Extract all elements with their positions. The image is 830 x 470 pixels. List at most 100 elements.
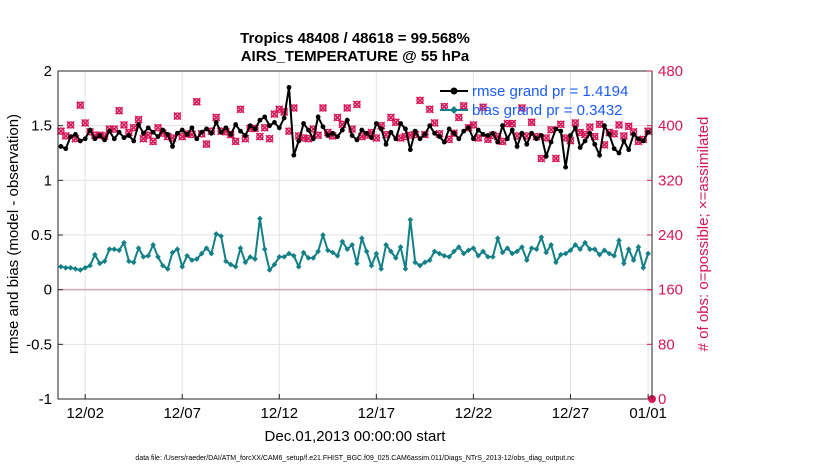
bias-point: [295, 263, 302, 270]
rmse-point: [514, 144, 520, 149]
y-right-tick-label: 400: [658, 118, 683, 135]
bias-point: [193, 256, 200, 262]
obs-assimilated-point: [318, 103, 328, 112]
rmse-point: [189, 125, 195, 131]
bias-point: [572, 242, 579, 248]
obs-assimilated-point: [236, 105, 245, 114]
bias-point: [135, 245, 142, 251]
obs-assimilated-point: [619, 131, 628, 140]
bias-point: [82, 265, 88, 271]
y-right-tick-label: 320: [658, 172, 683, 189]
obs-assimilated-point: [231, 137, 240, 146]
obs-count-marker: [115, 106, 124, 115]
obs-possible-point: [319, 104, 327, 112]
obs-count-marker: [260, 123, 269, 132]
obs-possible-point: [450, 129, 458, 137]
rmse-point: [301, 121, 306, 126]
rmse-point: [107, 128, 112, 134]
obs-possible-point: [537, 154, 546, 163]
obs-count-marker: [425, 105, 434, 114]
obs-assimilated-point: [551, 154, 560, 163]
rmse-point: [393, 136, 399, 142]
obs-count-marker: [76, 101, 85, 110]
obs-assimilated-point: [149, 137, 158, 146]
obs-count-marker: [537, 154, 546, 163]
bias-point: [160, 262, 166, 269]
obs-assimilated-point: [595, 120, 604, 129]
obs-assimilated-point: [260, 123, 269, 132]
rmse-point: [621, 138, 627, 144]
bias-point: [475, 252, 482, 259]
obs-possible-point: [265, 134, 274, 143]
obs-possible-point: [314, 131, 322, 139]
rmse-point: [233, 122, 239, 127]
obs-assimilated-point: [391, 118, 400, 127]
rmse-point: [427, 123, 433, 129]
obs-possible-point: [66, 121, 75, 129]
rmse-point: [446, 126, 452, 132]
rmse-point: [485, 133, 491, 138]
bias-point: [72, 266, 79, 272]
bias-point: [111, 246, 118, 253]
rmse-point: [407, 147, 413, 153]
bias-point: [315, 248, 321, 255]
y-tick-label: 0: [44, 282, 52, 299]
rmse-point: [262, 114, 268, 120]
rmse-point: [563, 164, 569, 170]
rmse-point: [174, 130, 180, 136]
obs-possible-point: [479, 103, 487, 111]
obs-count-marker: [236, 105, 245, 114]
rmse-point: [315, 114, 321, 120]
obs-possible-point: [503, 119, 512, 128]
obs-possible-point: [387, 113, 395, 122]
obs-assimilated-point: [61, 131, 70, 140]
bias-point: [460, 250, 467, 257]
rmse-point: [111, 136, 117, 142]
rmse-point: [116, 129, 122, 135]
obs-count-marker: [517, 103, 527, 112]
obs-count-marker: [546, 125, 556, 134]
rmse-point: [228, 132, 234, 137]
y-right-tick-label: 0: [658, 391, 666, 408]
bias-point: [67, 265, 74, 271]
bias-point: [237, 245, 244, 251]
obs-assimilated-point: [173, 112, 182, 121]
bias-point: [126, 258, 132, 265]
obs-assimilated-point: [110, 125, 119, 134]
obs-possible-point: [236, 105, 245, 113]
bias-point: [130, 259, 137, 266]
rmse-point: [587, 130, 593, 136]
bias-point: [485, 254, 491, 260]
rmse-point: [471, 136, 476, 142]
obs-assimilated-point: [425, 105, 434, 114]
obs-count-marker: [144, 131, 153, 140]
obs-count-marker: [110, 125, 119, 134]
rmse-point: [461, 128, 467, 134]
rmse-point: [349, 133, 355, 138]
obs-possible-point: [202, 140, 211, 148]
rmse-point: [325, 133, 331, 138]
bias-point: [519, 244, 525, 250]
bias-point: [591, 246, 598, 253]
x-tick-label: 12/17: [358, 405, 396, 422]
obs-possible-point: [455, 113, 463, 122]
bias-point: [397, 244, 404, 250]
obs-possible-point: [154, 124, 162, 132]
obs-count-marker: [318, 103, 328, 112]
obs-assimilated-point: [343, 103, 352, 112]
rmse-point: [150, 129, 156, 135]
obs-count-marker: [619, 131, 628, 140]
bias-point: [334, 252, 341, 259]
bias-point: [635, 244, 642, 250]
obs-count-marker: [542, 133, 551, 143]
bias-point: [164, 266, 171, 272]
rmse-point: [306, 127, 311, 133]
obs-possible-point: [256, 132, 264, 141]
bias-point: [490, 254, 496, 260]
rmse-point: [218, 129, 224, 135]
bias-point: [189, 257, 195, 263]
rmse-point: [194, 136, 200, 142]
bias-point: [271, 261, 278, 268]
obs-possible-point: [353, 100, 361, 109]
obs-assimilated-point: [241, 134, 250, 143]
